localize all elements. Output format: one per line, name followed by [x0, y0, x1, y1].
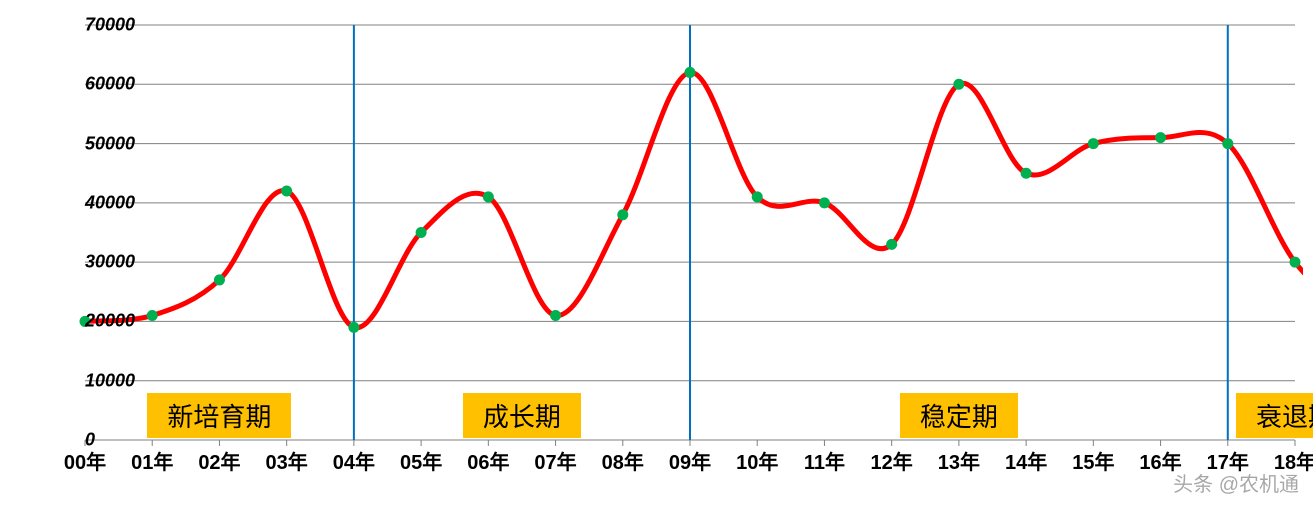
y-tick-label: 30000	[85, 252, 89, 273]
x-tick-label: 01年	[131, 440, 173, 475]
x-tick-label: 06年	[467, 440, 509, 475]
x-tick-label: 12年	[871, 440, 913, 475]
x-tick-label: 16年	[1139, 440, 1181, 475]
y-tick-label: 60000	[85, 74, 89, 95]
y-tick-label: 50000	[85, 133, 89, 154]
x-tick-label: 00年	[64, 440, 106, 475]
phase-label: 衰退期	[1236, 393, 1313, 438]
x-tick-label: 13年	[938, 440, 980, 475]
y-tick-label: 20000	[85, 311, 89, 332]
x-tick-label: 18年	[1274, 440, 1313, 475]
phase-label: 稳定期	[900, 393, 1018, 438]
x-tick-label: 03年	[266, 440, 308, 475]
x-tick-label: 02年	[198, 440, 240, 475]
phase-label: 成长期	[463, 393, 581, 438]
x-tick-label: 07年	[534, 440, 576, 475]
y-tick-label: 70000	[85, 15, 89, 36]
x-tick-label: 08年	[602, 440, 644, 475]
x-tick-label: 15年	[1072, 440, 1114, 475]
x-tick-label: 10年	[736, 440, 778, 475]
x-tick-label: 04年	[333, 440, 375, 475]
x-tick-label: 09年	[669, 440, 711, 475]
line-chart: 头条 @农机通 01000020000300004000050000600007…	[10, 10, 1303, 501]
x-tick-label: 17年	[1207, 440, 1249, 475]
phase-label: 新培育期	[147, 393, 291, 438]
x-tick-label: 11年	[804, 440, 845, 475]
x-tick-label: 05年	[400, 440, 442, 475]
x-tick-label: 14年	[1005, 440, 1047, 475]
y-tick-label: 10000	[85, 370, 89, 391]
y-tick-label: 40000	[85, 192, 89, 213]
